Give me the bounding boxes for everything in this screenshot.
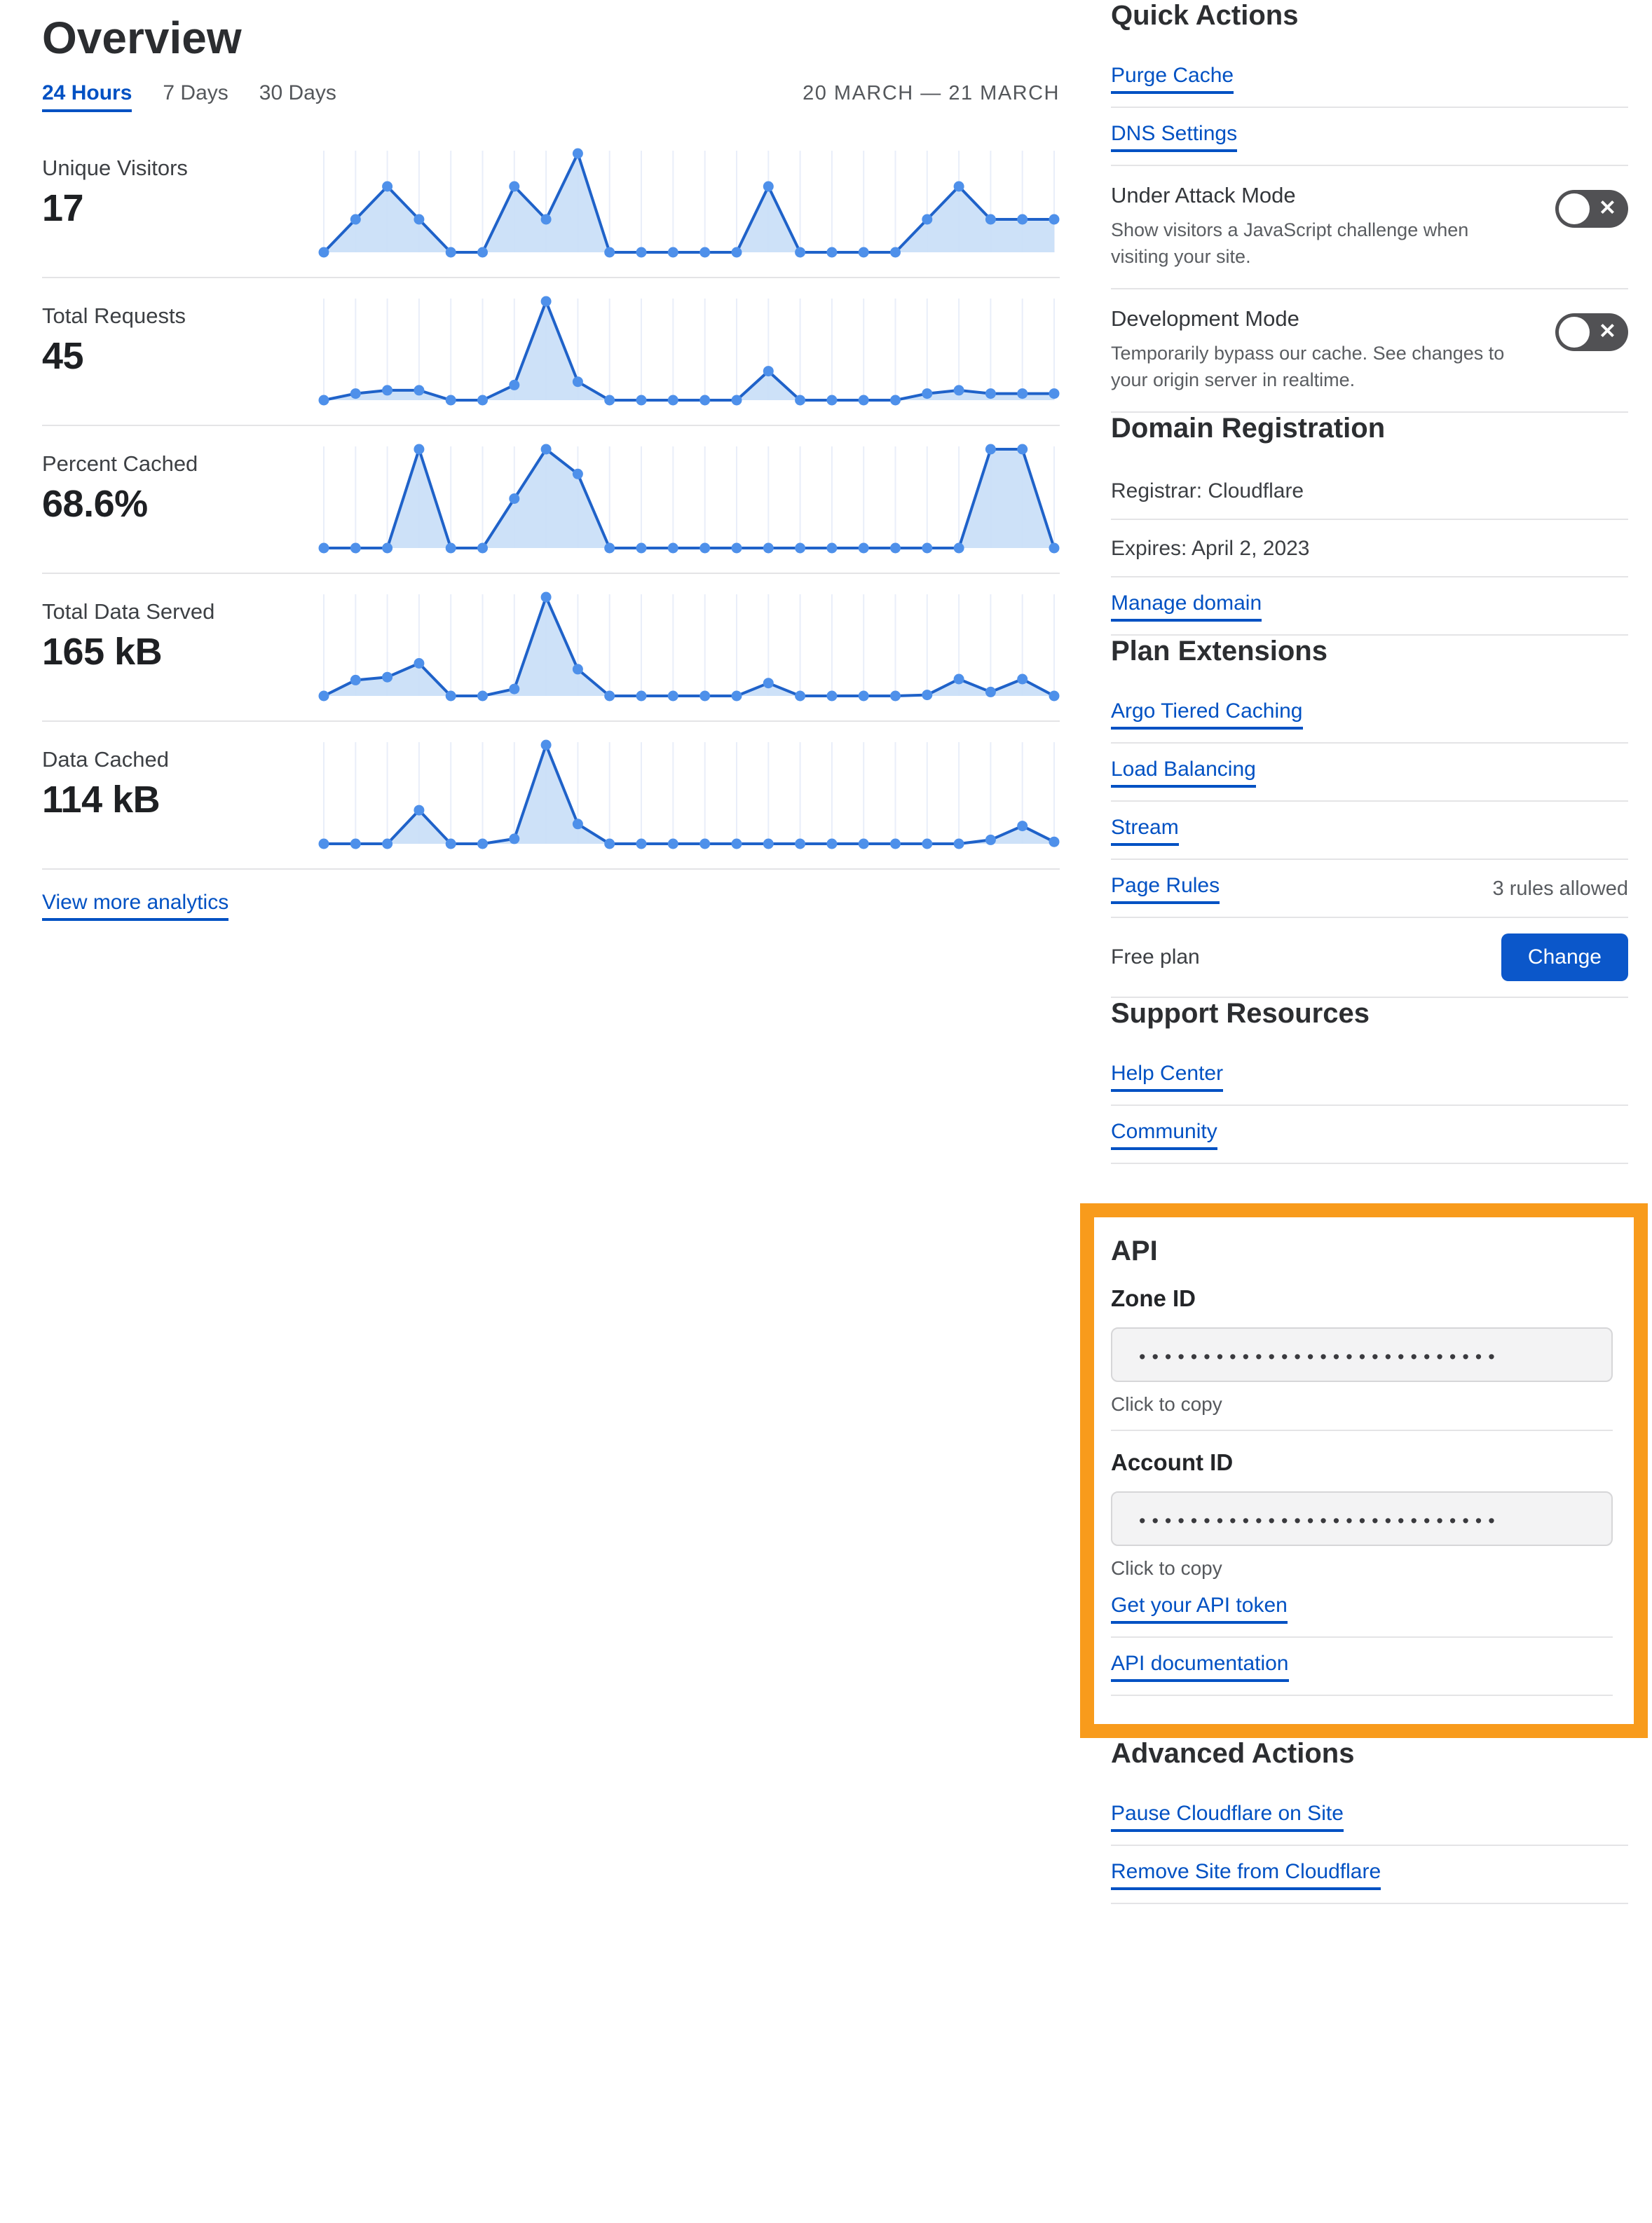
date-range-label: 20 MARCH — 21 MARCH	[803, 82, 1060, 104]
get-api-token-row: Get your API token	[1111, 1580, 1613, 1638]
zone-id-label: Zone ID	[1111, 1285, 1196, 1311]
api-heading: API	[1111, 1236, 1158, 1266]
api-section-highlight: API Zone ID Click to copy Account ID Cli…	[1080, 1203, 1648, 1738]
argo-tiered-caching-link[interactable]: Argo Tiered Caching	[1111, 699, 1303, 730]
percent-cached-row: Percent Cached 68.6%	[42, 426, 1060, 574]
total-requests-chart	[318, 296, 1060, 406]
remove-site-row: Remove Site from Cloudflare	[1111, 1846, 1628, 1904]
page-rules-row: Page Rules 3 rules allowed	[1111, 860, 1628, 918]
get-api-token-link[interactable]: Get your API token	[1111, 1594, 1288, 1624]
account-id-copy-hint: Click to copy	[1111, 1557, 1222, 1579]
plan-row: Free plan Change	[1111, 918, 1628, 998]
under-attack-mode-label: Under Attack Mode	[1111, 183, 1296, 207]
percent-cached-chart	[318, 444, 1060, 554]
domain-registration-heading: Domain Registration	[1111, 413, 1386, 444]
metric-rows: Unique Visitors 17 Total Requests 45 Per…	[42, 130, 1060, 870]
advanced-actions-heading: Advanced Actions	[1111, 1738, 1355, 1769]
toggle-knob	[1559, 193, 1590, 224]
page-title: Overview	[42, 13, 242, 63]
metric-label: Unique Visitors	[42, 156, 188, 180]
tab-24-hours[interactable]: 24 Hours	[42, 81, 132, 112]
stream-link[interactable]: Stream	[1111, 816, 1179, 846]
toggle-knob	[1559, 317, 1590, 348]
remove-site-link[interactable]: Remove Site from Cloudflare	[1111, 1860, 1381, 1890]
zone-id-copy-hint: Click to copy	[1111, 1393, 1222, 1415]
under-attack-mode-description: Show visitors a JavaScript challenge whe…	[1111, 219, 1469, 267]
tab-7-days[interactable]: 7 Days	[163, 81, 228, 104]
purge-cache-link[interactable]: Purge Cache	[1111, 64, 1234, 94]
metric-label: Data Cached	[42, 747, 169, 772]
registrar-row: Registrar: Cloudflare	[1111, 463, 1628, 520]
metric-value: 165 kB	[42, 631, 163, 673]
total-data-served-chart	[318, 591, 1060, 702]
plan-name-label: Free plan	[1111, 945, 1200, 969]
development-mode-label: Development Mode	[1111, 306, 1299, 331]
total-data-served-row: Total Data Served 165 kB	[42, 574, 1060, 722]
sidebar: Quick Actions Purge Cache DNS Settings U…	[1080, 0, 1648, 1904]
metric-value: 114 kB	[42, 779, 161, 821]
pause-cloudflare-link[interactable]: Pause Cloudflare on Site	[1111, 1802, 1344, 1832]
development-mode-toggle[interactable]: ✕	[1555, 313, 1628, 351]
pause-cloudflare-row: Pause Cloudflare on Site	[1111, 1788, 1628, 1846]
page-rules-link[interactable]: Page Rules	[1111, 874, 1220, 904]
api-documentation-link[interactable]: API documentation	[1111, 1652, 1289, 1682]
total-requests-row: Total Requests 45	[42, 278, 1060, 426]
metric-value: 68.6%	[42, 483, 148, 525]
expires-value: Expires: April 2, 2023	[1111, 537, 1310, 560]
under-attack-mode-toggle[interactable]: ✕	[1555, 190, 1628, 228]
unique-visitors-chart	[318, 148, 1060, 258]
metric-label: Percent Cached	[42, 451, 198, 476]
support-resources-heading: Support Resources	[1111, 998, 1370, 1029]
expires-row: Expires: April 2, 2023	[1111, 520, 1628, 577]
view-more-analytics-link[interactable]: View more analytics	[42, 891, 229, 921]
manage-domain-link[interactable]: Manage domain	[1111, 591, 1262, 622]
registrar-value: Registrar: Cloudflare	[1111, 479, 1304, 502]
purge-cache-row: Purge Cache	[1111, 50, 1628, 108]
tab-30-days[interactable]: 30 Days	[259, 81, 336, 104]
quick-actions-heading: Quick Actions	[1111, 0, 1299, 31]
metric-value: 45	[42, 335, 84, 377]
argo-row: Argo Tiered Caching	[1111, 685, 1628, 744]
zone-id-input[interactable]	[1111, 1327, 1613, 1382]
time-range-tabs: 24 Hours 7 Days 30 Days 20 MARCH — 21 MA…	[42, 81, 1060, 114]
change-plan-button[interactable]: Change	[1501, 933, 1628, 981]
toggle-off-x-icon: ✕	[1598, 320, 1616, 343]
development-mode-description: Temporarily bypass our cache. See change…	[1111, 343, 1505, 390]
community-row: Community	[1111, 1106, 1628, 1164]
api-documentation-row: API documentation	[1111, 1638, 1613, 1696]
metric-label: Total Requests	[42, 303, 186, 328]
metric-label: Total Data Served	[42, 599, 215, 624]
unique-visitors-row: Unique Visitors 17	[42, 130, 1060, 278]
manage-domain-row: Manage domain	[1111, 577, 1628, 636]
toggle-off-x-icon: ✕	[1598, 196, 1616, 220]
divider	[1111, 1430, 1613, 1431]
page-rules-allowance: 3 rules allowed	[1492, 877, 1628, 900]
load-balancing-link[interactable]: Load Balancing	[1111, 758, 1256, 788]
community-link[interactable]: Community	[1111, 1120, 1217, 1150]
account-id-input[interactable]	[1111, 1491, 1613, 1546]
stream-row: Stream	[1111, 802, 1628, 860]
account-id-label: Account ID	[1111, 1449, 1234, 1475]
data-cached-chart	[318, 739, 1060, 849]
dns-settings-row: DNS Settings	[1111, 108, 1628, 166]
under-attack-mode-row: Under Attack Mode Show visitors a JavaSc…	[1111, 166, 1628, 289]
load-balancing-row: Load Balancing	[1111, 744, 1628, 802]
plan-extensions-heading: Plan Extensions	[1111, 636, 1327, 666]
dns-settings-link[interactable]: DNS Settings	[1111, 122, 1238, 152]
analytics-column: Overview 24 Hours 7 Days 30 Days 20 MARC…	[42, 11, 1060, 921]
help-center-link[interactable]: Help Center	[1111, 1062, 1224, 1092]
data-cached-row: Data Cached 114 kB	[42, 722, 1060, 870]
help-center-row: Help Center	[1111, 1048, 1628, 1106]
metric-value: 17	[42, 187, 84, 229]
development-mode-row: Development Mode Temporarily bypass our …	[1111, 289, 1628, 413]
